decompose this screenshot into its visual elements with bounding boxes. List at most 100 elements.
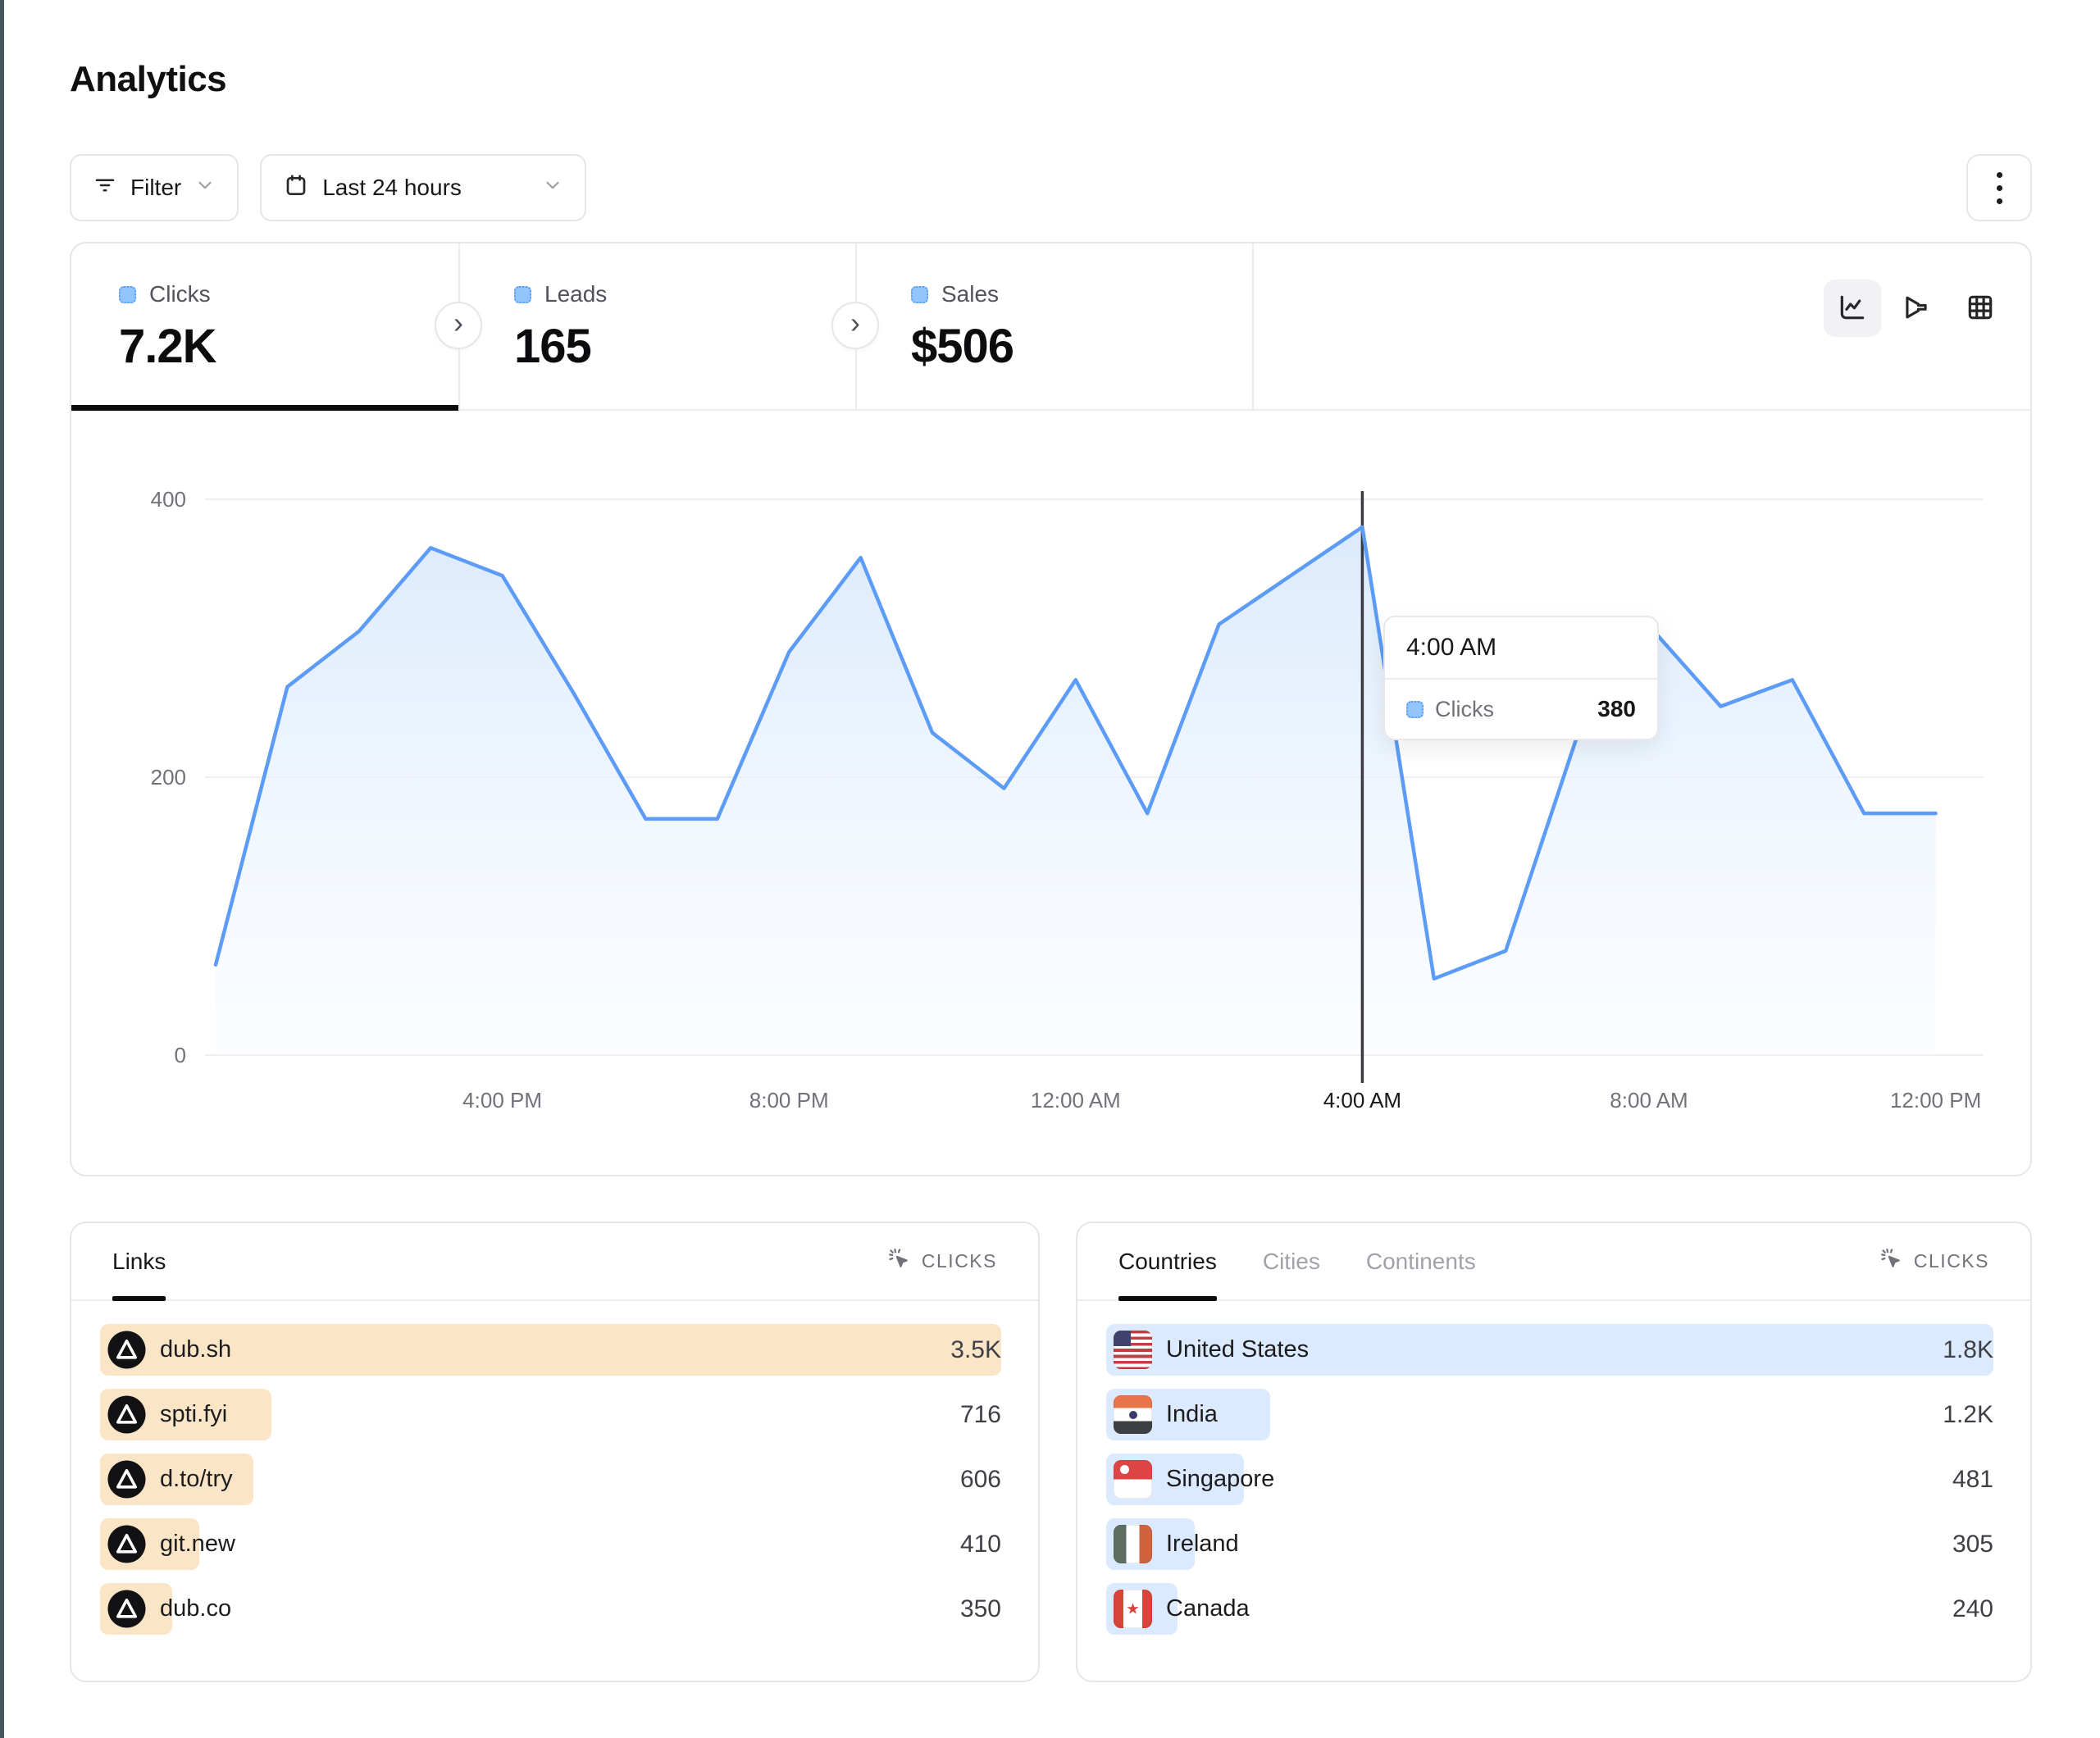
- filter-button[interactable]: Filter: [70, 154, 239, 221]
- date-range-label: Last 24 hours: [322, 175, 462, 200]
- line-chart-view-button[interactable]: [1824, 280, 1881, 337]
- line-chart-icon: [1837, 292, 1868, 325]
- in-flag-icon: [1114, 1395, 1152, 1434]
- ca-flag-icon: [1114, 1590, 1152, 1628]
- x-tick-label: 8:00 PM: [749, 1088, 829, 1112]
- tooltip-series-marker: [1406, 700, 1424, 718]
- tooltip-time: 4:00 AM: [1385, 617, 1657, 680]
- left-edge-band: [0, 0, 4, 1738]
- chevron-down-icon: [542, 175, 563, 202]
- us-flag-icon: [1114, 1331, 1152, 1369]
- cursor-click-icon: [887, 1247, 912, 1276]
- country-label: Singapore: [1166, 1466, 1275, 1492]
- link-label: dub.co: [160, 1595, 232, 1622]
- ie-flag-icon: [1114, 1525, 1152, 1563]
- table-view-button[interactable]: [1952, 280, 2009, 337]
- country-label: United States: [1166, 1336, 1310, 1363]
- link-value: 3.5K: [950, 1335, 1001, 1363]
- tab-sales[interactable]: Sales $506: [855, 243, 1252, 409]
- dub-logo-icon: [107, 1525, 146, 1563]
- tab-continents[interactable]: Continents: [1365, 1248, 1476, 1274]
- links-panel: Links CLICKS dub.sh 3.5K spti.fyi 716 d.to/t…: [70, 1222, 1040, 1682]
- area-chart[interactable]: 0 200 400 4:00 PM 8:00 PM 12:00 AM 4:00 AM 8:00…: [71, 409, 2034, 1178]
- link-bar[interactable]: dub.co: [100, 1583, 231, 1635]
- breakdown-panels: Links CLICKS dub.sh 3.5K spti.fyi 716 d.to/t…: [70, 1222, 2032, 1682]
- link-label: dub.sh: [160, 1336, 232, 1363]
- dub-logo-icon: [107, 1590, 146, 1628]
- page-title: Analytics: [70, 59, 227, 99]
- filter-icon: [93, 173, 117, 203]
- clicks-timeseries-chart[interactable]: 0 200 400 4:00 PM 8:00 PM 12:00 AM 4:00 AM 8:00…: [71, 409, 2034, 1178]
- calendar-icon: [283, 172, 309, 204]
- link-value: 410: [959, 1530, 1001, 1558]
- links-metric-label: CLICKS: [921, 1250, 997, 1272]
- more-menu-button[interactable]: [1966, 154, 2032, 221]
- sales-tab-label: Sales: [941, 281, 1000, 307]
- link-label: d.to/try: [160, 1466, 233, 1492]
- tab-clicks[interactable]: Clicks 7.2K: [71, 243, 458, 411]
- country-row: United States 1.8K: [1106, 1324, 1993, 1376]
- link-bar[interactable]: spti.fyi: [100, 1389, 271, 1440]
- link-row: spti.fyi 716: [100, 1389, 1001, 1440]
- chevron-right-icon: ›: [453, 306, 463, 339]
- link-value: 350: [959, 1595, 1001, 1622]
- country-row: India 1.2K: [1106, 1389, 1993, 1440]
- grid-icon: [1965, 292, 1996, 325]
- x-tick-label: 12:00 AM: [1031, 1088, 1121, 1112]
- link-value: 716: [959, 1400, 1001, 1428]
- country-value: 1.8K: [1943, 1335, 1993, 1363]
- clicks-area-fill: [216, 526, 1936, 1055]
- tab-cities[interactable]: Cities: [1262, 1248, 1320, 1274]
- date-range-button[interactable]: Last 24 hours: [260, 154, 587, 221]
- country-bar[interactable]: Canada: [1106, 1583, 1250, 1635]
- tab-countries[interactable]: Countries: [1118, 1223, 1217, 1301]
- country-bar[interactable]: Ireland: [1106, 1518, 1239, 1570]
- link-bar[interactable]: git.new: [100, 1518, 235, 1570]
- tab-leads[interactable]: Leads 165: [458, 243, 855, 409]
- x-tick-label: 8:00 AM: [1610, 1088, 1688, 1112]
- link-row: dub.co 350: [100, 1583, 1001, 1635]
- tooltip-value: 380: [1597, 696, 1636, 721]
- toolbar: Filter Last 24 hours: [70, 154, 587, 221]
- sales-series-marker: [911, 285, 928, 303]
- link-bar[interactable]: dub.sh: [100, 1324, 1001, 1376]
- x-tick-label: 4:00 PM: [462, 1088, 542, 1112]
- more-icon: [1996, 171, 2002, 178]
- sg-flag-icon: [1114, 1460, 1152, 1499]
- country-value: 481: [1952, 1465, 1993, 1493]
- y-tick-label: 400: [151, 487, 186, 512]
- tab-links[interactable]: Links: [112, 1223, 166, 1301]
- dub-logo-icon: [107, 1460, 146, 1499]
- country-value: 1.2K: [1943, 1400, 1993, 1428]
- chart-tooltip: 4:00 AM Clicks 380: [1383, 616, 1659, 740]
- country-label: Ireland: [1166, 1531, 1239, 1557]
- country-bar[interactable]: India: [1106, 1389, 1271, 1440]
- link-row: dub.sh 3.5K: [100, 1324, 1001, 1376]
- leads-series-marker: [514, 285, 531, 303]
- link-bar[interactable]: d.to/try: [100, 1454, 253, 1505]
- funnel-icon: [1901, 292, 1932, 325]
- country-bar[interactable]: Singapore: [1106, 1454, 1274, 1505]
- geo-metric-selector[interactable]: CLICKS: [1879, 1247, 1989, 1276]
- expand-leads-button[interactable]: ›: [831, 302, 879, 349]
- country-value: 305: [1952, 1530, 1993, 1558]
- analytics-chart-card: Clicks 7.2K Leads 165 Sales $506 ›: [70, 242, 2032, 1176]
- link-row: d.to/try 606: [100, 1454, 1001, 1505]
- expand-clicks-button[interactable]: ›: [435, 302, 482, 349]
- country-row: Ireland 305: [1106, 1518, 1993, 1570]
- funnel-view-button[interactable]: [1888, 280, 1945, 337]
- active-tab-underline: [112, 1296, 166, 1301]
- chevron-down-icon: [194, 175, 216, 202]
- chart-view-toggles: [1824, 280, 2009, 337]
- country-row: Canada 240: [1106, 1583, 1993, 1635]
- dub-logo-icon: [107, 1395, 146, 1434]
- dub-logo-icon: [107, 1331, 146, 1369]
- country-bar[interactable]: United States: [1106, 1324, 1993, 1376]
- clicks-value: 7.2K: [119, 320, 217, 373]
- links-metric-selector[interactable]: CLICKS: [887, 1247, 997, 1276]
- country-value: 240: [1952, 1595, 1993, 1622]
- link-label: git.new: [160, 1531, 235, 1557]
- tooltip-series-label: Clicks: [1435, 696, 1494, 721]
- leads-tab-label: Leads: [544, 281, 608, 307]
- link-label: spti.fyi: [160, 1401, 228, 1427]
